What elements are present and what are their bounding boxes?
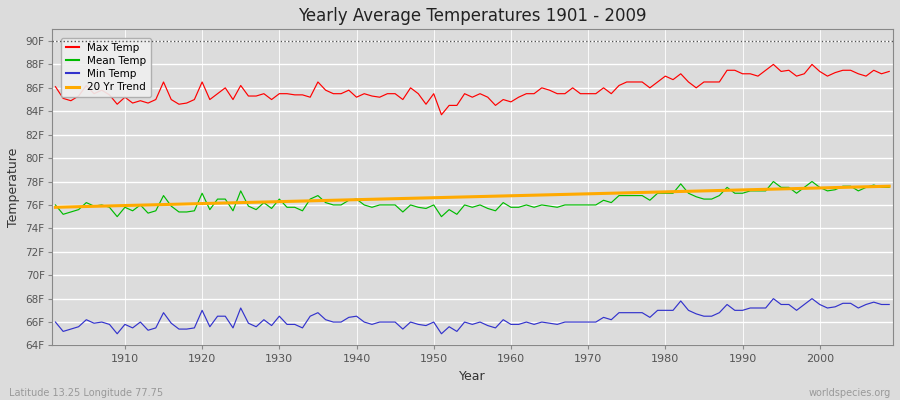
Y-axis label: Temperature: Temperature — [7, 148, 20, 227]
Legend: Max Temp, Mean Temp, Min Temp, 20 Yr Trend: Max Temp, Mean Temp, Min Temp, 20 Yr Tre… — [61, 38, 151, 98]
Text: worldspecies.org: worldspecies.org — [809, 388, 891, 398]
X-axis label: Year: Year — [459, 370, 486, 383]
Text: Latitude 13.25 Longitude 77.75: Latitude 13.25 Longitude 77.75 — [9, 388, 163, 398]
Title: Yearly Average Temperatures 1901 - 2009: Yearly Average Temperatures 1901 - 2009 — [298, 7, 646, 25]
